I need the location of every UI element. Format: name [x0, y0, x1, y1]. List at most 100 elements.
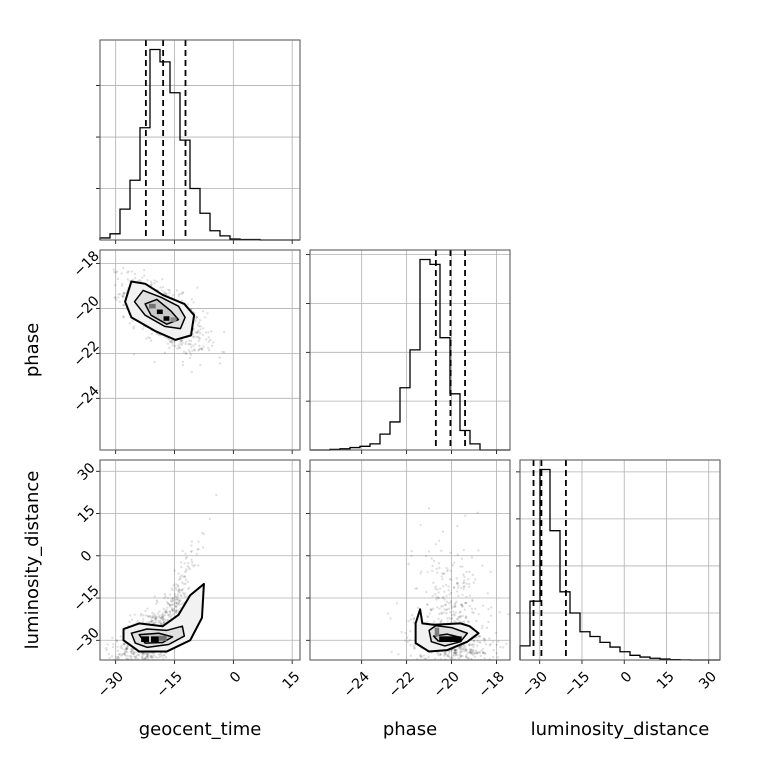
sample-point — [177, 572, 180, 575]
sample-point — [143, 274, 146, 277]
sample-point — [472, 671, 474, 673]
sample-point — [122, 643, 126, 646]
sample-point — [486, 666, 488, 668]
sample-point — [168, 289, 171, 292]
sample-point — [159, 653, 162, 656]
sample-point — [447, 601, 451, 605]
sample-point — [438, 566, 441, 570]
sample-point — [460, 660, 462, 662]
sample-point — [172, 584, 175, 587]
sample-point — [171, 596, 174, 600]
sample-point — [416, 657, 419, 660]
sample-point — [421, 668, 423, 670]
sample-point — [442, 660, 444, 662]
sample-point — [155, 599, 158, 602]
sample-point — [472, 611, 475, 615]
sample-point — [141, 652, 144, 656]
sample-point — [412, 617, 415, 620]
sample-point — [174, 586, 177, 589]
sample-point — [162, 654, 165, 657]
sample-point — [190, 370, 193, 374]
sample-point — [458, 651, 462, 654]
sample-point — [453, 658, 457, 660]
sample-point — [125, 650, 129, 654]
sample-point — [167, 338, 171, 341]
sample-point — [129, 614, 132, 617]
sample-point — [157, 668, 159, 670]
sample-point — [419, 654, 422, 658]
sample-point — [457, 584, 460, 588]
sample-point — [185, 556, 189, 559]
sample-point — [190, 346, 193, 349]
sample-point — [154, 655, 157, 659]
sample-point — [132, 327, 135, 330]
sample-point — [449, 610, 452, 614]
sample-point — [174, 610, 178, 613]
sample-point — [444, 603, 448, 606]
sample-point — [184, 342, 187, 346]
sample-point — [444, 651, 447, 655]
sample-point — [156, 656, 159, 659]
sample-point — [118, 300, 121, 303]
sample-point — [462, 581, 465, 585]
sample-point — [473, 662, 475, 664]
sample-point — [461, 605, 465, 608]
sample-point — [414, 587, 417, 590]
sample-point — [179, 577, 182, 581]
sample-point — [460, 647, 463, 651]
sample-point — [182, 350, 186, 353]
sample-point — [459, 614, 462, 618]
sample-point — [218, 362, 222, 365]
sample-point — [108, 656, 111, 660]
sample-point — [490, 606, 493, 609]
sample-point — [147, 614, 150, 618]
sample-point — [176, 593, 180, 597]
sample-point — [181, 581, 184, 584]
sample-point — [150, 664, 152, 666]
sample-point — [483, 637, 487, 641]
sample-point — [446, 568, 449, 571]
sample-point — [474, 578, 477, 581]
sample-point — [495, 643, 498, 647]
sample-point — [400, 630, 403, 634]
sample-point — [442, 595, 445, 599]
sample-point — [461, 645, 465, 648]
sample-point — [196, 286, 199, 289]
sample-point — [441, 604, 444, 608]
sample-point — [409, 654, 413, 657]
sample-point — [169, 599, 173, 602]
sample-point — [423, 657, 426, 660]
ylabel-phase: phase — [22, 323, 43, 377]
sample-point — [161, 657, 165, 660]
sample-point — [121, 295, 125, 299]
sample-point — [483, 638, 486, 641]
sample-point — [164, 595, 167, 598]
sample-point — [161, 615, 164, 618]
sample-point — [467, 660, 469, 662]
sample-point — [171, 609, 174, 612]
sample-point — [184, 340, 188, 344]
sample-point — [190, 560, 194, 564]
sample-point — [136, 653, 140, 657]
sample-point — [153, 360, 156, 364]
sample-point — [470, 658, 473, 660]
sample-point — [161, 277, 164, 281]
sample-point — [127, 667, 129, 669]
sample-point — [474, 649, 478, 652]
sample-point — [170, 339, 173, 343]
sample-point — [170, 608, 174, 611]
sample-point — [488, 667, 490, 669]
sample-point — [181, 591, 185, 595]
sample-point — [472, 676, 474, 678]
sample-point — [180, 565, 183, 569]
sample-point — [458, 648, 462, 651]
sample-point — [160, 623, 163, 626]
sample-point — [146, 279, 149, 282]
sample-point — [129, 647, 133, 651]
sample-point — [202, 345, 205, 348]
sample-point — [454, 649, 457, 652]
sample-point — [133, 613, 136, 616]
sample-point — [469, 652, 472, 655]
sample-point — [455, 651, 458, 654]
sample-point — [450, 604, 453, 607]
